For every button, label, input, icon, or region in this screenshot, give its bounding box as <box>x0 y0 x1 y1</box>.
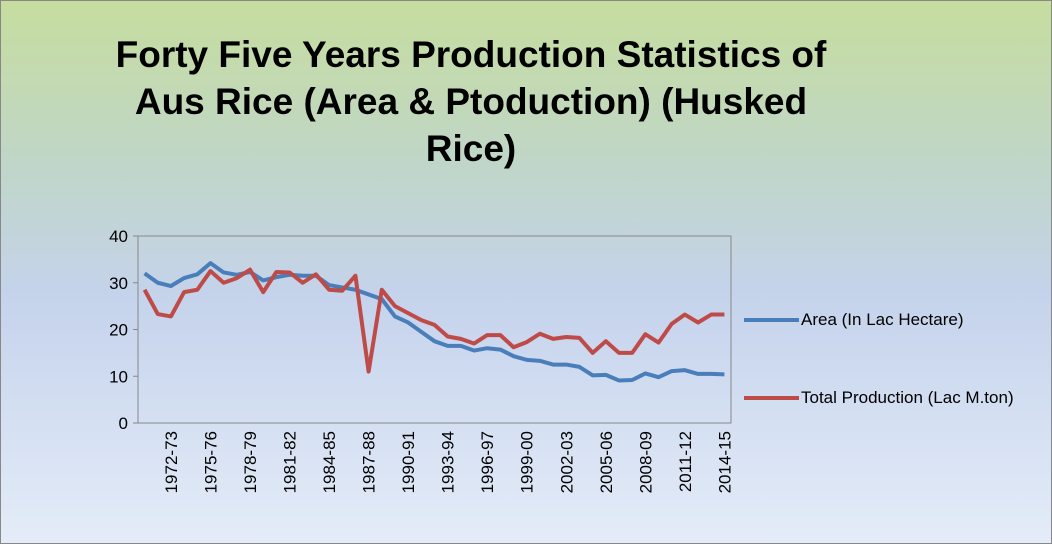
x-tick-label: 1972-73 <box>162 431 181 493</box>
x-tick-label: 2011-12 <box>676 431 695 492</box>
y-tick-label: 0 <box>119 414 128 433</box>
x-tick-label: 1993-94 <box>439 431 458 493</box>
x-tick-label: 1996-97 <box>478 431 497 493</box>
x-tick-label: 1978-79 <box>241 431 260 493</box>
x-tick-label: 1987-88 <box>360 431 379 493</box>
x-tick-label: 1981-82 <box>281 431 300 493</box>
x-tick-label: 2005-06 <box>597 431 616 493</box>
x-tick-label: 1999-00 <box>518 431 537 493</box>
legend-key <box>744 396 799 400</box>
x-tick-label: 2008-09 <box>636 431 655 493</box>
legend-label: Area (In Lac Hectare) <box>801 310 964 329</box>
x-tick-label: 2002-03 <box>557 431 576 493</box>
chart-title: Forty Five Years Production Statistics o… <box>115 34 827 169</box>
y-tick-label: 40 <box>109 227 128 246</box>
plot-area <box>137 235 732 424</box>
legend-item: Total Production (Lac M.ton) <box>744 386 1041 409</box>
legend-item: Area (In Lac Hectare) <box>744 308 1041 331</box>
y-tick-label: 10 <box>109 367 128 386</box>
x-tick-label: 1975-76 <box>201 431 220 493</box>
y-tick-label: 30 <box>109 274 128 293</box>
series-line <box>142 267 725 374</box>
x-tick-label: 1984-85 <box>320 431 339 493</box>
legend-label: Total Production (Lac M.ton) <box>801 388 1014 407</box>
x-tick-label: 2014-15 <box>715 431 734 493</box>
legend-key <box>744 318 799 322</box>
x-tick-label: 1990-91 <box>399 431 418 493</box>
y-tick-label: 20 <box>109 321 128 340</box>
